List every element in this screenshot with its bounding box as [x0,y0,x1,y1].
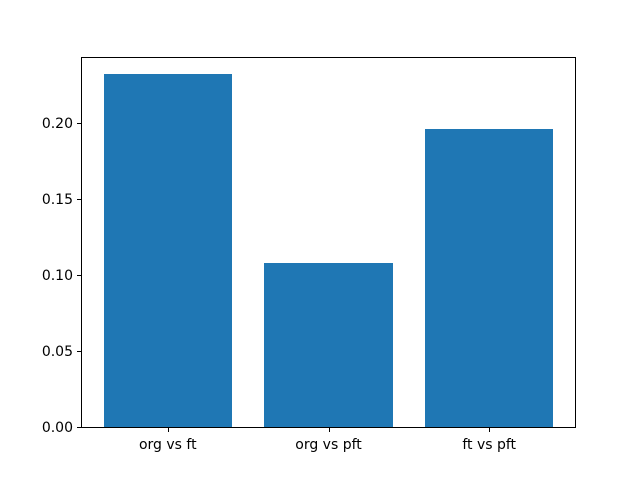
x-tick-mark [167,428,169,432]
y-tick-label: 0.20 [41,115,73,132]
y-tick-label: 0.15 [41,191,73,208]
y-tick-mark [77,198,81,200]
y-tick-mark [77,122,81,124]
y-tick-mark [77,275,81,276]
bar-org-vs-ft [103,74,233,427]
y-tick-label: 0.05 [41,344,73,360]
x-tick-label: org vs pft [295,437,362,453]
x-tick-label: ft vs pft [462,437,517,453]
y-tick-label: 0.00 [41,420,73,436]
x-tick-label: org vs ft [138,437,197,453]
x-tick-mark [328,428,330,432]
y-tick-mark [77,351,81,352]
y-tick-mark [77,427,81,428]
bar-org-vs-pft [264,262,393,427]
bar-ft-vs-pft [424,129,554,427]
x-tick-mark [489,428,491,432]
y-tick-label: 0.10 [41,268,73,284]
